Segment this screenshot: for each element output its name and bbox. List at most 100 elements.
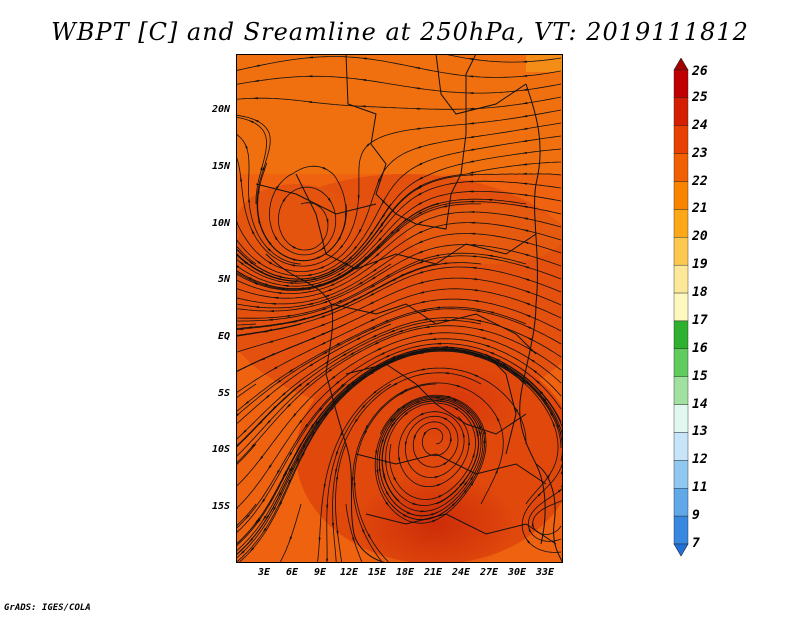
streamline-arrow — [397, 457, 401, 464]
streamline-arrow — [524, 314, 531, 318]
streamline-arrow — [414, 127, 421, 130]
streamline-arrow — [313, 256, 320, 260]
streamline — [376, 397, 484, 521]
streamline — [236, 443, 257, 466]
streamline-arrow — [246, 326, 252, 329]
streamline-arrow — [401, 388, 407, 393]
streamline-arrow — [524, 302, 530, 306]
lon-label: 18E — [395, 567, 415, 578]
streamline-arrow — [382, 475, 386, 482]
streamline-arrow — [375, 347, 382, 352]
streamline-arrow — [352, 246, 358, 252]
streamline-arrow — [537, 389, 543, 395]
colorbar-label: 9 — [692, 508, 700, 524]
streamline-arrow — [249, 547, 255, 553]
streamline-arrow — [467, 92, 474, 95]
streamline — [236, 252, 347, 282]
streamline-arrow — [531, 368, 537, 374]
streamline-arrow — [243, 400, 250, 406]
streamline-arrow — [432, 202, 439, 206]
lat-label: 5S — [217, 388, 230, 399]
streamline-arrow — [521, 163, 527, 166]
streamline-arrow — [470, 266, 477, 269]
streamline-arrow — [521, 172, 527, 175]
streamline-arrow — [385, 491, 390, 498]
streamline-arrow — [309, 425, 314, 431]
lon-label: 33E — [535, 567, 555, 578]
streamline-arrow — [522, 217, 528, 220]
streamline-arrow — [336, 476, 339, 483]
streamline-arrow — [258, 217, 261, 224]
streamline-arrow — [472, 300, 479, 303]
streamline-arrow — [426, 332, 433, 335]
streamline-arrow — [319, 246, 325, 251]
streamline-arrow — [415, 186, 422, 190]
streamline-arrow — [238, 260, 244, 266]
streamline-arrow — [388, 418, 394, 425]
streamline — [236, 332, 562, 488]
streamline-arrow — [364, 425, 369, 431]
streamline-arrow — [462, 351, 469, 354]
colorbar-label: 15 — [692, 368, 708, 384]
lon-label: 30E — [507, 567, 527, 578]
streamline-arrow — [377, 178, 381, 185]
streamline-arrows — [236, 56, 563, 563]
streamline-arrow — [358, 228, 362, 235]
streamline-arrow — [443, 460, 449, 466]
streamline-arrow — [262, 527, 267, 534]
colorbar-swatch — [673, 181, 689, 210]
streamline-arrow — [398, 391, 404, 396]
streamline-arrow — [487, 255, 493, 258]
streamline-arrow — [329, 407, 334, 413]
streamline-arrow — [309, 336, 315, 340]
streamline — [236, 383, 257, 399]
colorbar-swatch — [673, 237, 689, 266]
streamline-arrow — [362, 256, 368, 261]
streamline-arrow — [289, 258, 296, 262]
colorbar-label: 22 — [692, 173, 708, 189]
streamline-arrow — [287, 369, 293, 374]
streamline-arrow — [271, 366, 278, 371]
streamline — [236, 350, 527, 563]
streamline-arrow — [327, 197, 332, 204]
streamline-arrow — [348, 267, 354, 272]
streamline-arrow — [521, 151, 528, 154]
streamline-arrow — [259, 357, 266, 361]
streamline-arrow — [416, 221, 423, 225]
streamline — [236, 262, 482, 331]
streamline-arrow — [475, 427, 479, 434]
streamline-arrow — [430, 338, 437, 341]
streamline-arrow — [289, 264, 295, 267]
streamline-arrow — [368, 318, 375, 322]
streamline-arrow — [295, 458, 300, 464]
streamline-arrow — [393, 477, 397, 483]
streamline-arrow — [403, 514, 409, 518]
streamline — [236, 133, 302, 265]
streamline-arrow — [318, 537, 321, 544]
streamline-arrow — [262, 283, 268, 286]
streamline-arrow — [282, 196, 287, 202]
streamline-arrow — [418, 412, 424, 417]
colorbar-swatch — [673, 460, 689, 489]
streamline-arrow — [417, 260, 423, 264]
streamline-arrow — [496, 415, 500, 422]
streamline-arrow — [275, 275, 282, 278]
streamline-arrow — [318, 323, 325, 327]
streamline — [236, 222, 562, 299]
streamline — [236, 122, 562, 273]
streamline — [236, 244, 562, 312]
streamline-arrow — [287, 479, 291, 486]
streamline-arrow — [434, 475, 441, 479]
streamline-arrow — [326, 558, 329, 563]
streamline-arrow — [290, 244, 296, 249]
streamline — [398, 411, 470, 487]
streamline-arrow — [344, 384, 350, 390]
colorbar-swatch — [673, 320, 689, 350]
streamline-arrow — [444, 395, 451, 399]
streamline-arrow — [266, 260, 272, 265]
colorbar-swatch — [673, 69, 689, 99]
streamline-arrow — [525, 325, 532, 330]
streamline-arrow — [500, 362, 506, 367]
streamline-arrow — [338, 267, 345, 272]
streamline-arrow — [241, 429, 247, 435]
